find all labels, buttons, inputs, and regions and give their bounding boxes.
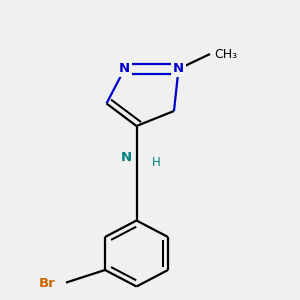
Text: N: N — [121, 151, 132, 164]
Text: CH₃: CH₃ — [214, 47, 238, 61]
Text: N: N — [173, 62, 184, 76]
Text: Br: Br — [39, 277, 56, 290]
Text: H: H — [152, 155, 160, 169]
Text: N: N — [119, 62, 130, 76]
